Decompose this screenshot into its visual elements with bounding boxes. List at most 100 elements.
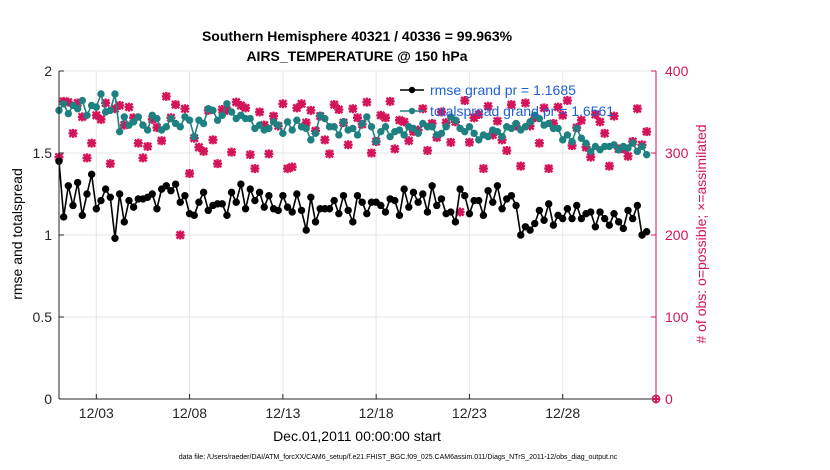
- rmse-point: [227, 188, 236, 197]
- totalspread-point: [97, 90, 105, 98]
- y-right-tick-label: 200: [665, 227, 689, 243]
- obs-assimilated-marker: [138, 153, 148, 163]
- rmse-point: [433, 201, 441, 210]
- rmse-point: [64, 182, 73, 190]
- rmse-point: [535, 206, 544, 215]
- obs-assimilated-marker: [143, 141, 153, 151]
- rmse-point: [339, 191, 348, 200]
- totalspread-point: [78, 96, 87, 105]
- totalspread-point: [218, 111, 226, 119]
- totalspread-point: [381, 123, 390, 131]
- rmse-point: [59, 213, 68, 221]
- rmse-point: [549, 221, 558, 229]
- rmse-point: [265, 191, 273, 200]
- obs-assimilated-marker: [241, 103, 251, 113]
- y-left-tick-label: 0: [44, 391, 52, 407]
- rmse-point: [204, 206, 212, 215]
- rmse-point: [395, 211, 404, 220]
- totalspread-point: [526, 118, 534, 126]
- obs-assimilated-marker: [600, 128, 610, 138]
- obs-assimilated-marker: [227, 147, 237, 157]
- obs-assimilated-marker: [255, 107, 265, 117]
- obs-assimilated-marker: [185, 169, 195, 178]
- rmse-point: [405, 203, 413, 211]
- totalspread-point: [461, 127, 469, 136]
- totalspread-point: [573, 124, 581, 133]
- rmse-point: [512, 201, 520, 210]
- totalspread-point: [153, 114, 161, 123]
- totalspread-point: [633, 147, 642, 156]
- obs-assimilated-marker: [520, 98, 530, 108]
- obs-assimilated-marker: [534, 138, 544, 148]
- obs-assimilated-marker: [544, 164, 554, 174]
- totalspread-point: [115, 127, 124, 136]
- obs-assimilated-marker: [539, 103, 549, 113]
- obs-assimilated-marker: [264, 149, 274, 159]
- totalspread-point: [610, 141, 618, 149]
- rmse-point: [381, 208, 390, 216]
- obs-assimilated-marker: [366, 148, 376, 158]
- rmse-point: [507, 191, 516, 200]
- totalspread-point: [563, 131, 572, 139]
- obs-assimilated-marker: [334, 105, 344, 115]
- obs-assimilated-marker: [506, 100, 516, 110]
- obs-assimilated-marker: [623, 151, 633, 161]
- obs-assimilated-marker: [478, 164, 488, 174]
- obs-assimilated-marker: [642, 127, 652, 137]
- obs-assimilated-marker: [604, 161, 614, 171]
- rmse-point: [237, 180, 245, 188]
- rmse-point: [87, 170, 96, 179]
- rmse-point: [587, 208, 595, 216]
- obs-assimilated-marker: [590, 109, 600, 119]
- rmse-point: [614, 218, 623, 226]
- rmse-point: [97, 196, 105, 205]
- y-left-tick-label: 1: [44, 227, 52, 243]
- totalspread-point: [302, 124, 310, 133]
- rmse-point: [106, 193, 115, 201]
- totalspread-point: [367, 123, 376, 131]
- y-right-tick-label: 300: [665, 145, 689, 161]
- totalspread-point: [372, 137, 380, 146]
- obs-assimilated-marker: [483, 101, 493, 111]
- rmse-point: [437, 195, 446, 203]
- rmse-point: [642, 228, 651, 236]
- totalspread-point: [59, 100, 68, 108]
- totalspread-point: [227, 108, 236, 116]
- obs-assimilated-marker: [595, 117, 605, 127]
- obs-assimilated-marker: [87, 138, 97, 148]
- obs-assimilated-marker: [325, 149, 335, 159]
- rmse-point: [493, 182, 502, 190]
- totalspread-point: [339, 118, 348, 126]
- obs-assimilated-marker: [404, 136, 414, 146]
- obs-assimilated-marker: [492, 116, 502, 126]
- rmse-point: [297, 206, 306, 215]
- obs-assimilated-marker: [73, 98, 83, 108]
- rmse-point: [78, 211, 87, 220]
- totalspread-point: [507, 124, 516, 133]
- rmse-point: [73, 178, 82, 187]
- totalspread-point: [279, 129, 287, 138]
- x-tick-label: 12/03: [79, 405, 114, 421]
- obs-assimilated-marker: [101, 98, 111, 108]
- rmse-point: [531, 219, 539, 228]
- obs-assimilated-marker: [208, 135, 218, 145]
- totalspread-point: [437, 129, 446, 138]
- rmse-point: [181, 191, 189, 200]
- rmse-point: [325, 205, 334, 213]
- obs-assimilated-marker: [283, 164, 293, 174]
- totalspread-point: [442, 123, 450, 131]
- totalspread-point: [139, 121, 147, 129]
- totalspread-point: [167, 114, 175, 123]
- obs-assimilated-marker: [124, 102, 134, 112]
- rmse-point: [302, 226, 310, 234]
- data-file-note: data file: /Users/raeder/DAI/ATM_forcXX/…: [179, 454, 618, 461]
- obs-assimilated-marker: [362, 97, 372, 107]
- totalspread-point: [400, 131, 408, 139]
- obs-assimilated-marker: [343, 140, 353, 150]
- obs-assimilated-marker: [609, 111, 619, 121]
- obs-assimilated-marker: [436, 107, 446, 117]
- rmse-point: [349, 218, 357, 226]
- rmse-point: [311, 218, 320, 226]
- totalspread-point: [311, 129, 320, 138]
- totalspread-point: [498, 132, 506, 141]
